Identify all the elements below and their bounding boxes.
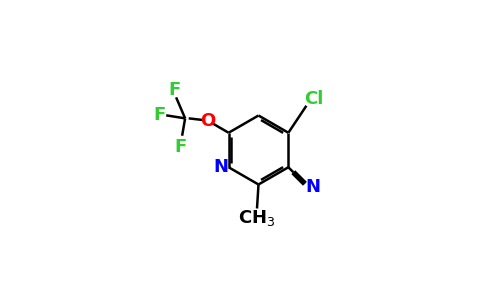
Text: F: F: [168, 81, 181, 99]
Text: Cl: Cl: [304, 90, 324, 108]
Text: F: F: [175, 138, 187, 156]
Text: F: F: [153, 106, 166, 124]
Text: O: O: [200, 112, 215, 130]
Text: N: N: [213, 158, 228, 176]
Text: N: N: [305, 178, 320, 196]
Text: CH$_3$: CH$_3$: [238, 208, 276, 227]
